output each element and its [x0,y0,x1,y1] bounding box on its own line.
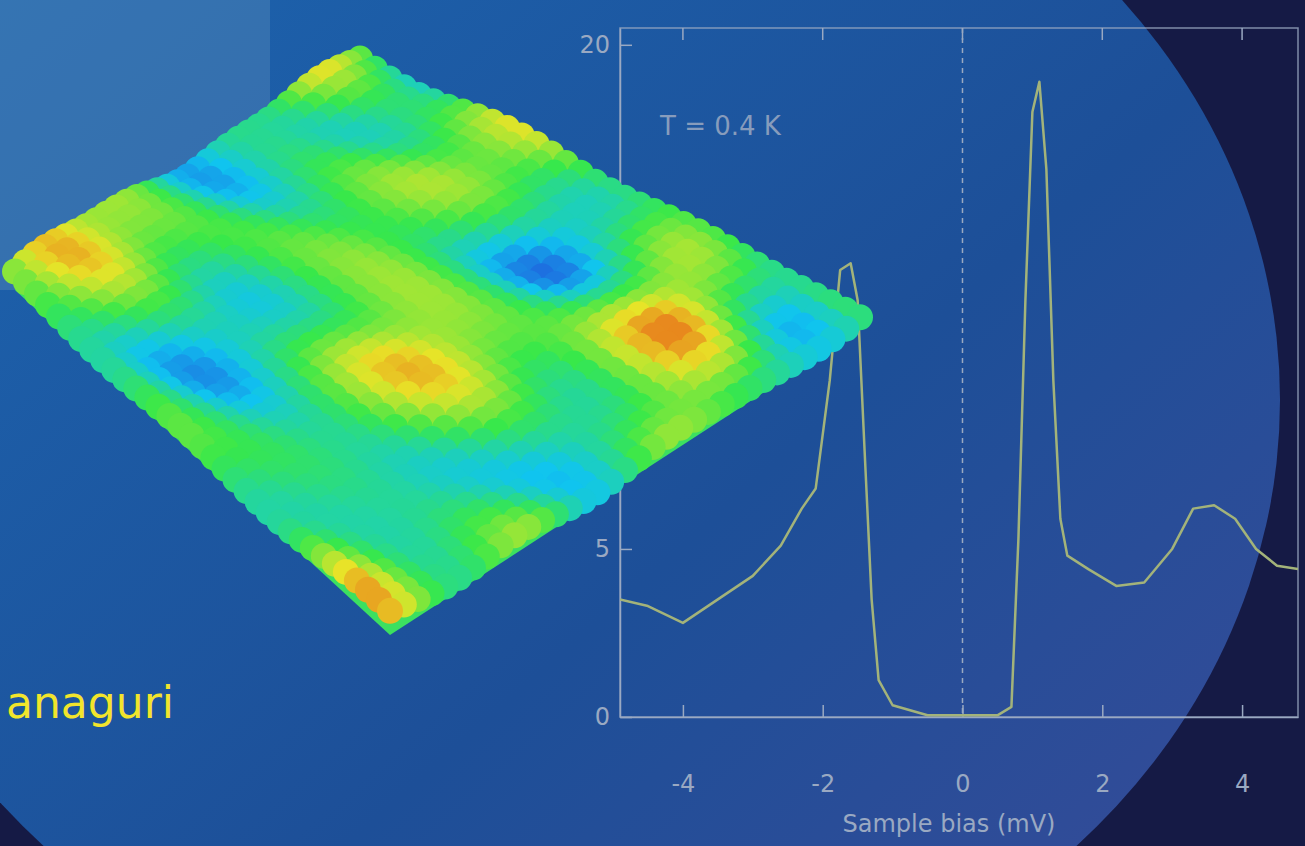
x-axis-title: Sample bias (mV) [843,810,1056,838]
y-tick-mark [620,717,632,719]
x-tick-label: -4 [671,770,695,798]
y-tick-mark [620,549,632,551]
topography [2,46,873,635]
x-tick-mark [1102,705,1104,717]
temperature-label: T = 0.4 K [659,111,782,141]
x-tick-mark [822,705,824,717]
zero-line [962,28,964,717]
plot-frame [620,28,1298,717]
x-tick-label: 2 [1095,770,1110,798]
x-tick: -2 [811,705,835,798]
plot: -4 -2 0 2 4 0 5 20 [579,28,1298,798]
y-tick: 0 [595,703,632,731]
spectrum-line [620,82,1298,716]
inset-image [0,0,270,290]
y-tick: 5 [595,535,632,563]
x-tick-label: 0 [955,770,970,798]
marks [620,82,1298,716]
y-tick-mark [620,45,632,47]
x-tick-mark [683,705,685,717]
x-tick-mark-top [962,28,964,40]
background-ellipse [0,0,1280,846]
x-tick-label: 4 [1235,770,1250,798]
topography-base [15,75,860,635]
x-tick-mark-top [822,28,824,40]
x-tick: 4 [1235,705,1250,798]
y-tick-label: 20 [579,31,610,59]
y-tick-label: 0 [595,703,610,731]
x-axis: -4 -2 0 2 4 [621,705,1299,798]
slide: -4 -2 0 2 4 0 5 20 Sample bias (mV) T = 0.4 K anag… [0,0,1305,846]
y-tick-label: 5 [595,535,610,563]
x-tick: 0 [955,705,970,798]
x-tick-mark-top [1241,28,1243,40]
x-tick: -4 [671,705,695,798]
x-axis-line [621,717,1299,719]
y-tick: 20 [579,31,632,59]
author-name: anaguri [6,677,174,728]
x-tick-mark-top [682,28,684,40]
x-tick: 2 [1095,705,1110,798]
topography-bump [377,598,403,624]
x-tick-label: -2 [811,770,835,798]
x-tick-mark-top [1102,28,1104,40]
x-tick-mark [1242,705,1244,717]
